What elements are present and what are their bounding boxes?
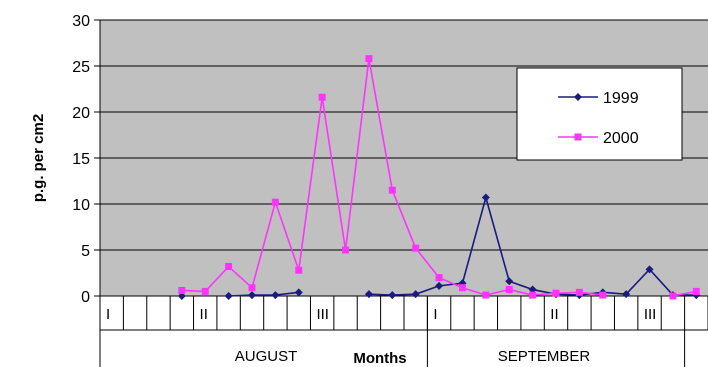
data-point	[342, 247, 349, 254]
data-point	[436, 274, 443, 281]
data-point	[599, 292, 606, 299]
data-point	[178, 287, 185, 294]
decade-label: II	[550, 306, 558, 323]
decade-label: II	[200, 306, 208, 323]
legend-box	[517, 68, 682, 160]
data-point	[482, 292, 489, 299]
legend-label: 1999	[603, 90, 639, 107]
legend: 1999 2000	[517, 68, 682, 160]
data-point	[249, 284, 256, 291]
data-point	[669, 293, 676, 300]
x-axis-label: Months	[353, 350, 406, 367]
data-point	[389, 187, 396, 194]
data-point	[202, 288, 209, 295]
decade-label: III	[644, 306, 657, 323]
y-tick-label: 20	[72, 105, 90, 122]
data-point	[225, 263, 232, 270]
data-point	[575, 134, 582, 141]
month-label: AUGUST	[235, 348, 298, 365]
y-tick-label: 25	[72, 59, 90, 76]
data-point	[412, 245, 419, 252]
y-tick-label: 5	[81, 243, 90, 260]
data-point	[693, 288, 700, 295]
data-point	[365, 55, 372, 62]
month-label: SEPTEMBER	[498, 348, 591, 365]
data-point	[272, 199, 279, 206]
data-point	[529, 292, 536, 299]
y-tick-label: 15	[72, 151, 90, 168]
data-point	[553, 290, 560, 297]
y-axis: 0 5 10 15 20 25 30	[72, 13, 100, 306]
y-axis-label: p.g. per cm2	[30, 114, 47, 202]
data-point	[506, 286, 513, 293]
decade-label: III	[316, 306, 329, 323]
decade-label: I	[433, 306, 437, 323]
y-tick-label: 0	[81, 289, 90, 306]
data-point	[295, 267, 302, 274]
data-point	[459, 284, 466, 291]
decade-label: I	[106, 306, 110, 323]
y-tick-label: 10	[72, 197, 90, 214]
legend-label: 2000	[603, 130, 639, 147]
y-tick-label: 30	[72, 13, 90, 30]
data-point	[576, 289, 583, 296]
data-point	[319, 94, 326, 101]
